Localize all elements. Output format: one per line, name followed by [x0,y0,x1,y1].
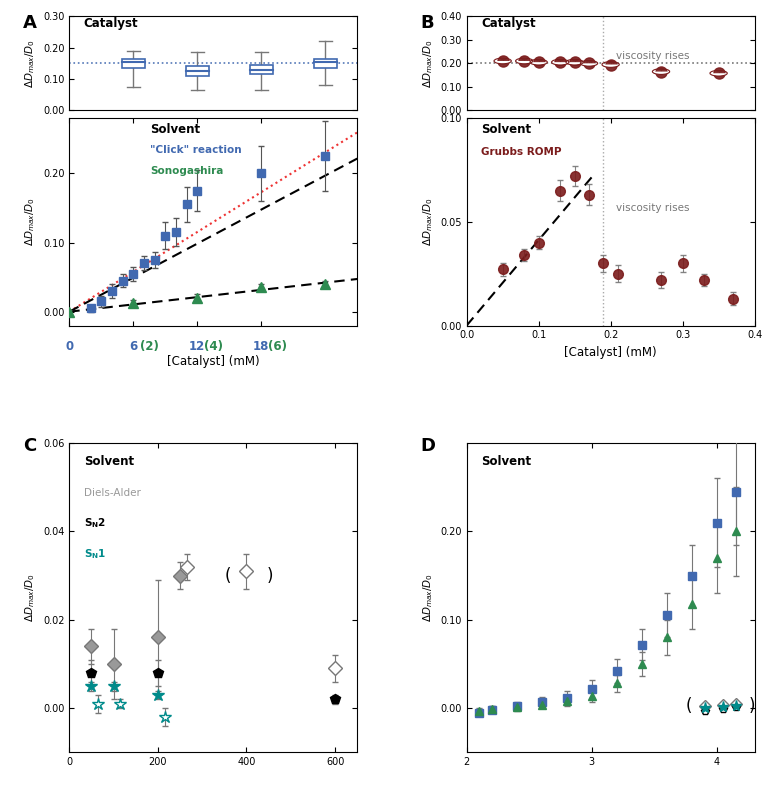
Y-axis label: $\Delta D_{max}/D_0$: $\Delta D_{max}/D_0$ [421,574,435,622]
Text: Grubbs ROMP: Grubbs ROMP [481,147,561,158]
Text: Diels-Alder: Diels-Alder [84,488,141,498]
Wedge shape [566,62,584,65]
Y-axis label: $\Delta D_{max}/D_0$: $\Delta D_{max}/D_0$ [421,197,435,246]
Text: Solvent: Solvent [150,122,200,136]
Text: ): ) [748,697,755,715]
Y-axis label: $\Delta D_{max}/D_0$: $\Delta D_{max}/D_0$ [421,39,435,87]
Text: Solvent: Solvent [481,455,531,468]
Text: Sonogashira: Sonogashira [150,166,223,176]
Text: 0: 0 [65,340,73,353]
Text: viscosity rises: viscosity rises [617,203,690,214]
Wedge shape [710,74,727,76]
Text: 12: 12 [189,340,206,353]
Y-axis label: $\Delta D_{max}/D_0$: $\Delta D_{max}/D_0$ [24,574,38,622]
Wedge shape [652,71,670,74]
Wedge shape [581,63,598,66]
Text: 6: 6 [129,340,137,353]
Text: (: ( [685,697,692,715]
Text: (6): (6) [268,340,286,353]
Text: (: ( [225,566,231,585]
Wedge shape [551,62,569,65]
Text: D: D [420,437,436,455]
Text: B: B [420,15,434,32]
Text: viscosity rises: viscosity rises [617,51,690,61]
Text: (2): (2) [139,340,159,353]
Bar [249,65,273,74]
Text: "Click" reaction: "Click" reaction [150,146,242,155]
Y-axis label: $\Delta D_{max}/D_0$: $\Delta D_{max}/D_0$ [24,39,38,87]
Text: Catalyst: Catalyst [84,18,139,31]
Text: A: A [23,15,37,32]
Wedge shape [494,61,511,64]
Text: ): ) [266,566,273,585]
Text: S$_\mathregular{N}$2: S$_\mathregular{N}$2 [84,517,106,531]
Text: Solvent: Solvent [481,122,531,136]
Text: S$_\mathregular{N}$1: S$_\mathregular{N}$1 [84,548,106,561]
Bar [186,66,209,76]
Bar [122,58,145,68]
Text: [Catalyst] (mM): [Catalyst] (mM) [167,354,259,367]
Wedge shape [516,61,533,64]
Y-axis label: $\Delta D_{max}/D_0$: $\Delta D_{max}/D_0$ [24,197,38,246]
Text: C: C [23,437,36,455]
Wedge shape [602,65,619,67]
Text: Solvent: Solvent [84,455,134,468]
Bar [313,58,337,68]
Wedge shape [530,62,547,65]
Text: Catalyst: Catalyst [481,18,536,31]
Text: (4): (4) [203,340,223,353]
X-axis label: [Catalyst] (mM): [Catalyst] (mM) [564,346,657,359]
Text: 18: 18 [253,340,270,353]
